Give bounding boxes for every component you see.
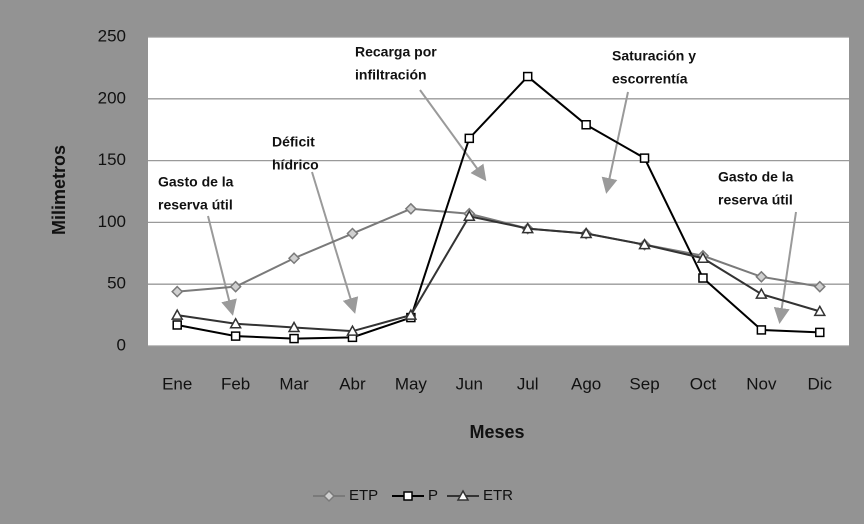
annotation: reserva útil xyxy=(718,192,793,208)
y-tick-label: 50 xyxy=(107,274,126,293)
legend-label: ETP xyxy=(349,487,378,504)
data-point xyxy=(289,333,299,344)
y-tick-label: 0 xyxy=(117,335,126,354)
data-point xyxy=(463,209,476,221)
annotation: hídrico xyxy=(272,157,319,173)
legend-marker xyxy=(456,489,470,501)
data-point xyxy=(756,325,767,335)
x-tick-label: Feb xyxy=(221,374,250,393)
series-line xyxy=(177,215,821,333)
annotation-arrow xyxy=(601,91,629,194)
annotation: Saturación y xyxy=(612,48,696,64)
data-point xyxy=(755,287,768,299)
x-tick-label: Nov xyxy=(746,374,777,393)
legend-marker xyxy=(322,489,336,503)
data-point xyxy=(638,238,651,250)
x-tick-label: May xyxy=(395,374,428,393)
data-point xyxy=(522,71,533,82)
x-tick-label: Mar xyxy=(279,374,309,393)
data-point xyxy=(696,251,710,263)
data-point xyxy=(813,304,827,317)
y-tick-label: 200 xyxy=(98,88,126,107)
y-tick-label: 150 xyxy=(98,150,126,169)
data-point xyxy=(287,252,301,265)
annotation: reserva útil xyxy=(158,197,233,213)
data-point xyxy=(287,320,301,333)
data-point xyxy=(171,285,184,298)
annotation: escorrentía xyxy=(612,71,688,87)
data-point xyxy=(521,222,534,234)
annotation-arrow xyxy=(419,89,487,182)
x-tick-label: Sep xyxy=(629,374,659,393)
data-point xyxy=(698,273,708,283)
annotation: Gasto de la xyxy=(158,174,234,190)
annotation: Déficit xyxy=(272,134,315,150)
data-point xyxy=(639,153,650,163)
data-point xyxy=(230,331,241,341)
x-tick-label: Jul xyxy=(517,374,539,393)
series-line xyxy=(177,75,820,340)
y-tick-label: 250 xyxy=(98,26,126,45)
annotation: infiltración xyxy=(355,67,427,83)
x-tick-label: Abr xyxy=(339,374,366,393)
data-point xyxy=(404,202,417,215)
data-point xyxy=(170,308,184,320)
annotation: Recarga por xyxy=(355,44,437,60)
x-tick-label: Jun xyxy=(456,374,483,393)
legend-marker xyxy=(403,491,413,501)
series-line xyxy=(177,207,820,293)
x-tick-label: Dic xyxy=(808,374,833,393)
legend-label: ETR xyxy=(483,487,513,504)
data-point xyxy=(755,270,768,283)
annotation-arrow xyxy=(773,211,797,324)
y-axis-label: Milimetros xyxy=(49,145,69,235)
data-point xyxy=(464,133,475,144)
x-tick-label: Ago xyxy=(571,374,601,393)
data-point xyxy=(581,120,591,130)
data-point xyxy=(229,280,242,293)
data-point xyxy=(346,227,359,240)
data-point xyxy=(404,308,418,320)
data-point xyxy=(229,317,242,329)
data-point xyxy=(579,226,593,239)
data-point xyxy=(815,327,825,338)
x-axis-label: Meses xyxy=(469,422,524,442)
x-tick-label: Ene xyxy=(162,374,192,393)
annotation: Gasto de la xyxy=(718,169,794,185)
annotation-arrow xyxy=(207,215,237,316)
plot-area xyxy=(148,37,849,346)
y-tick-label: 100 xyxy=(98,212,126,231)
x-tick-label: Oct xyxy=(690,374,717,393)
legend-label: P xyxy=(428,487,438,504)
data-point xyxy=(813,280,826,293)
data-point xyxy=(172,320,182,330)
data-point xyxy=(346,324,359,336)
